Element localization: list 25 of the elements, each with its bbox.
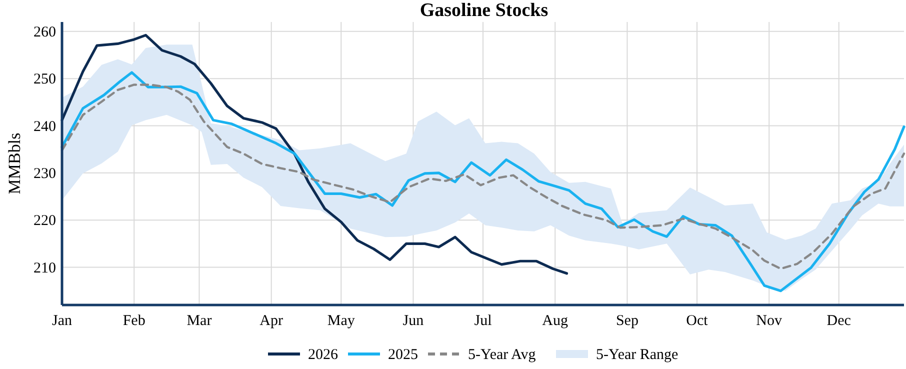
y-tick-label: 210 bbox=[34, 260, 56, 276]
legend-label: 2026 bbox=[308, 347, 338, 363]
y-tick-label: 220 bbox=[34, 213, 56, 230]
x-tick-label: Aug bbox=[542, 313, 569, 329]
x-tick-label: Nov bbox=[756, 313, 783, 329]
x-tick-label: Jun bbox=[402, 313, 424, 329]
y-tick-label: 260 bbox=[34, 24, 56, 40]
chart-title: Gasoline Stocks bbox=[420, 0, 548, 21]
y-tick-label: 240 bbox=[34, 118, 56, 135]
x-tick-label: Apr bbox=[260, 313, 284, 329]
legend-label: 5-Year Avg bbox=[468, 347, 536, 363]
line-series bbox=[60, 34, 568, 275]
x-tick-label: Mar bbox=[186, 313, 212, 329]
x-tick-label: Jan bbox=[52, 313, 72, 329]
y-tick-label: 250 bbox=[34, 72, 56, 88]
legend-label: 5-Year Range bbox=[596, 347, 679, 363]
x-tick-label: Sep bbox=[616, 313, 638, 329]
x-tick-label: Jul bbox=[474, 313, 492, 329]
x-tick-label: May bbox=[327, 313, 356, 329]
x-tick-label: Feb bbox=[122, 313, 146, 329]
x-tick-label: Oct bbox=[686, 313, 709, 329]
x-tick-label: Dec bbox=[826, 313, 852, 329]
y-tick-label: 230 bbox=[34, 166, 56, 182]
y-axis-title: MMBbls bbox=[5, 132, 24, 194]
legend-label: 2025 bbox=[388, 347, 418, 363]
